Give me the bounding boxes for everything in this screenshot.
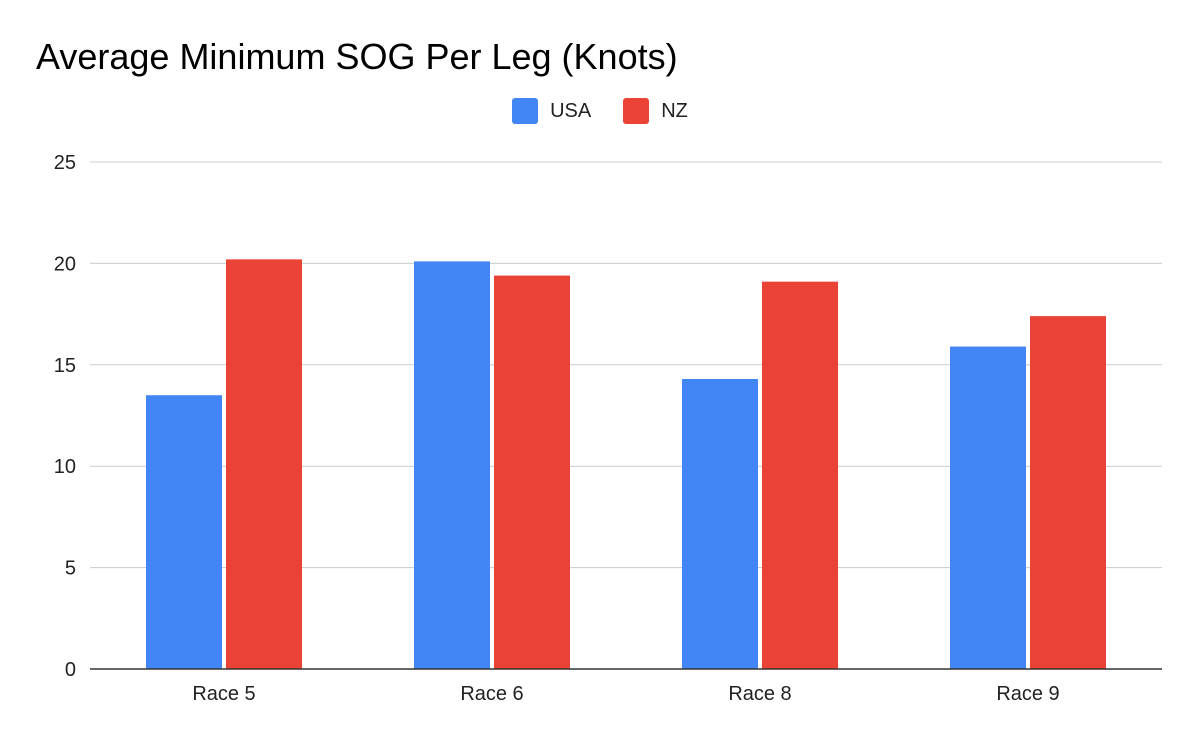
y-tick-label: 20 — [54, 253, 76, 275]
x-tick-label: Race 8 — [728, 683, 791, 705]
legend-item-nz: NZ — [623, 98, 688, 124]
legend-label-usa: USA — [550, 99, 592, 122]
legend-swatch-nz — [623, 98, 650, 124]
bar-usa-race-5 — [146, 395, 222, 669]
bar-nz-race-5 — [226, 259, 302, 669]
chart-title: Average Minimum SOG Per Leg (Knots) — [36, 36, 678, 77]
legend-swatch-usa — [512, 98, 539, 124]
y-tick-label: 15 — [54, 355, 76, 377]
y-tick-label: 25 — [54, 152, 76, 174]
legend-item-usa: USA — [512, 98, 591, 124]
x-tick-label: Race 5 — [192, 683, 255, 705]
y-tick-label: 5 — [65, 558, 76, 580]
bar-nz-race-6 — [494, 275, 570, 669]
legend-label-nz: NZ — [661, 99, 688, 122]
bar-usa-race-8 — [682, 378, 758, 669]
bar-nz-race-9 — [1030, 316, 1106, 669]
x-tick-label: Race 6 — [460, 683, 523, 705]
bar-usa-race-9 — [950, 346, 1026, 669]
y-tick-label: 10 — [54, 456, 76, 478]
bar-usa-race-6 — [414, 261, 490, 669]
y-tick-label: 0 — [65, 659, 76, 681]
bar-nz-race-8 — [762, 281, 838, 669]
x-tick-label: Race 9 — [996, 683, 1059, 705]
legend: USA NZ — [0, 98, 1200, 124]
